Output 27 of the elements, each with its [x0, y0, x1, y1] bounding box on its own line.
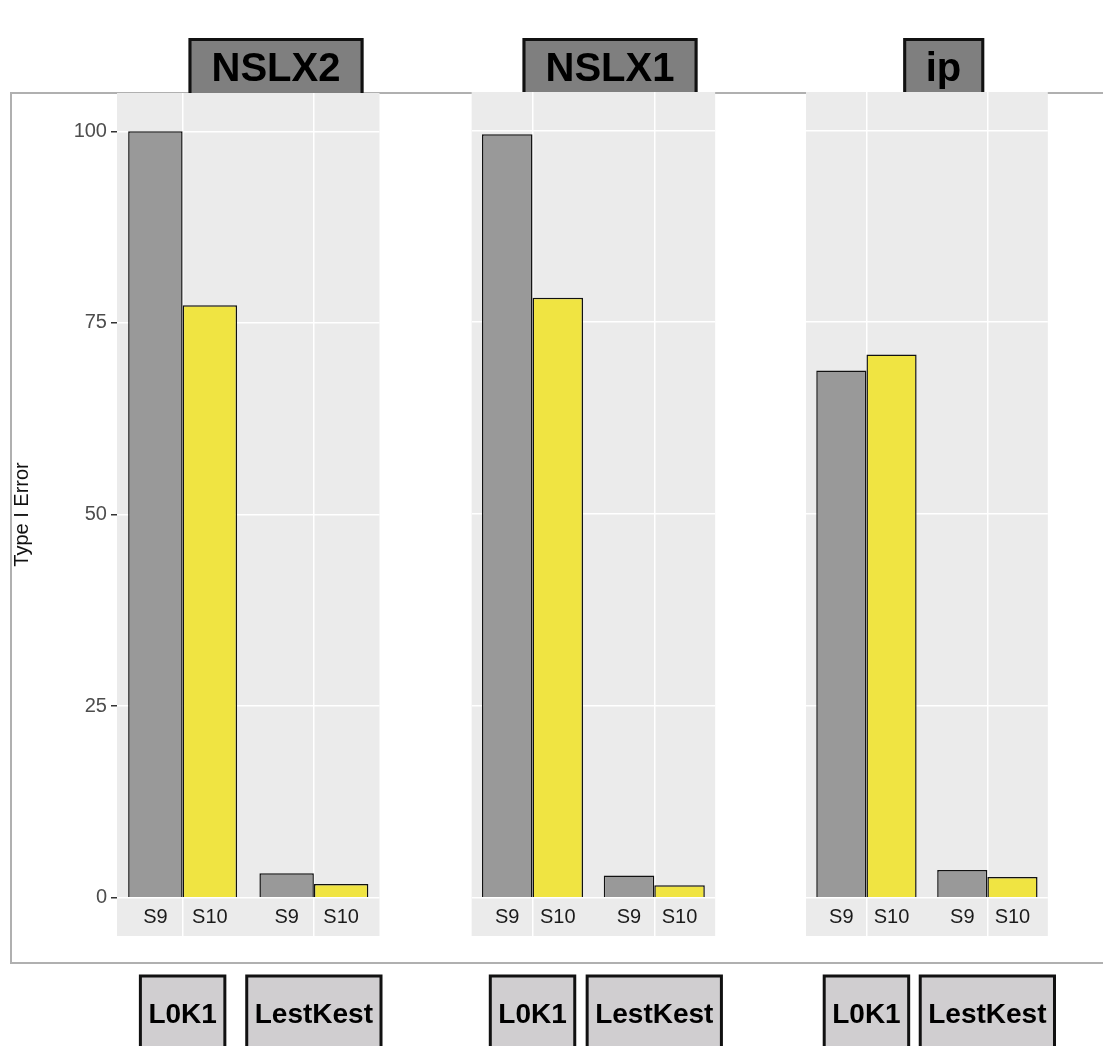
text: S10: [661, 905, 698, 928]
series-label: S10: [539, 905, 576, 928]
y-axis-title: Type I Error: [9, 461, 32, 567]
y-tick-label: 75: [84, 310, 107, 333]
x-tick-label: L0K1: [832, 997, 901, 1029]
x-tick-label: L0K1: [498, 997, 567, 1029]
text: S10: [994, 905, 1031, 928]
text: S9: [274, 905, 299, 928]
chart-title: NSLX2: [188, 38, 364, 96]
y-tick-label: 25: [84, 693, 107, 716]
y-tick-label: 0: [95, 885, 107, 908]
series-label: S9: [143, 905, 168, 928]
x-tick-label: LestKest: [595, 997, 714, 1029]
text: S9: [950, 905, 975, 928]
series-label: S9: [495, 905, 520, 928]
chart-title: NSLX1: [522, 38, 698, 96]
series-label: S9: [829, 905, 854, 928]
y-tick-label: 50: [84, 502, 107, 525]
x-tick-label: LestKest: [254, 997, 373, 1029]
text: S9: [616, 905, 642, 928]
x-tick-label: LestKest: [928, 997, 1047, 1029]
x-tick-label: L0K1: [148, 997, 217, 1029]
chart-title: ip: [902, 38, 985, 96]
y-tick-label: 100: [73, 118, 107, 141]
series-label: S10: [873, 905, 910, 928]
text: S10: [323, 905, 359, 928]
series-label: S10: [192, 905, 228, 928]
